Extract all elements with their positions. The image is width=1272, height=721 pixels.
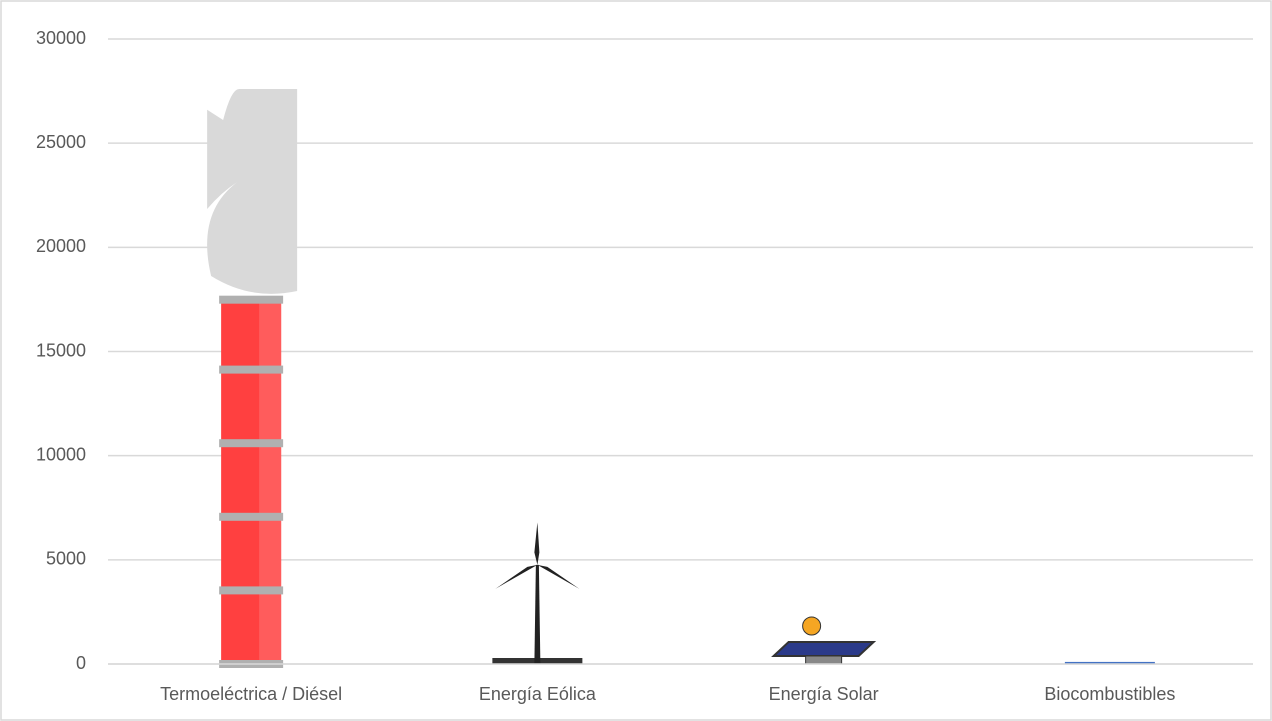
y-tick-label: 25000 <box>36 132 86 152</box>
y-tick-label: 20000 <box>36 236 86 256</box>
blade <box>534 522 540 565</box>
chimney-ring <box>219 512 284 521</box>
bar <box>1064 661 1155 664</box>
x-tick-label: Termoeléctrica / Diésel <box>160 684 342 704</box>
pictograph-bar <box>771 616 877 665</box>
x-tick-label: Energía Solar <box>769 684 879 704</box>
chimney-ring <box>219 439 284 448</box>
foot <box>805 655 843 665</box>
chimney-ring <box>219 365 284 374</box>
panel <box>771 641 877 657</box>
x-tick-label: Biocombustibles <box>1044 684 1175 704</box>
pictograph-bar <box>1064 661 1155 664</box>
pictograph-bar <box>207 89 298 668</box>
chimney-ring <box>219 586 284 595</box>
y-tick-label: 15000 <box>36 340 86 360</box>
sun <box>802 616 822 636</box>
chimney-ring <box>219 295 284 304</box>
x-tick-label: Energía Eólica <box>479 684 597 704</box>
y-tick-label: 0 <box>76 653 86 673</box>
pictograph-bar <box>492 522 583 664</box>
tower <box>534 564 541 664</box>
y-tick-label: 10000 <box>36 444 86 464</box>
y-tick-label: 30000 <box>36 28 86 48</box>
blade <box>495 564 538 589</box>
smoke <box>207 89 298 294</box>
blade <box>537 564 580 589</box>
y-tick-label: 5000 <box>46 549 86 569</box>
chimney-shade <box>259 296 282 664</box>
